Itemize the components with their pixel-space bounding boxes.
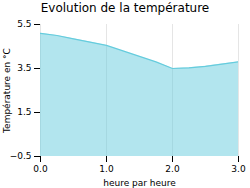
svg-text:Température en °C: Température en °C [2,48,12,134]
svg-text:5.5: 5.5 [17,19,31,29]
svg-text:1.0: 1.0 [99,164,114,174]
svg-text:2.0: 2.0 [165,164,180,174]
svg-text:1.5: 1.5 [17,107,31,117]
svg-text:3.0: 3.0 [231,164,246,174]
svg-text:3.5: 3.5 [17,63,31,73]
svg-text:0.0: 0.0 [33,164,48,174]
svg-text:heure par heure: heure par heure [103,178,176,188]
html-text:Evolution de la température: Evolution de la température [40,1,210,15]
svg-text:−0.5: −0.5 [10,151,32,161]
